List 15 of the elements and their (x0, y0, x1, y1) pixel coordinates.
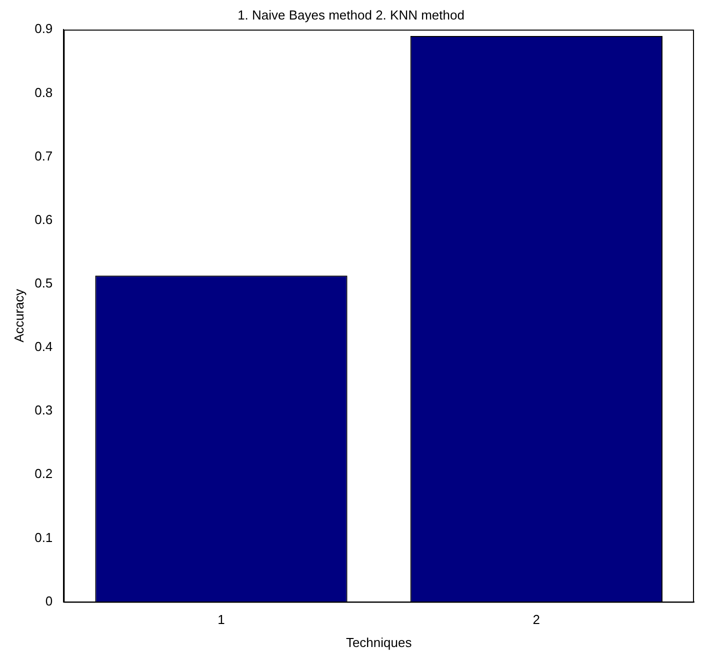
y-tick-label: 0.2 (34, 466, 53, 482)
y-tick-label: 0.5 (34, 275, 53, 290)
y-tick-label: 0 (45, 593, 53, 608)
y-axis-title: Accuracy (11, 288, 26, 342)
y-tick-label: 0.9 (34, 21, 53, 36)
y-tick-label: 0.8 (34, 84, 53, 100)
y-tick-label: 0.4 (34, 339, 53, 354)
chart-title: 1. Naive Bayes method 2. KNN method (238, 7, 464, 22)
x-axis-title: Techniques (346, 634, 412, 650)
x-tick-label: 1 (218, 612, 225, 628)
y-tick-label: 0.6 (34, 212, 53, 227)
y-tick-label: 0.7 (34, 148, 53, 164)
y-tick-label: 0.1 (34, 530, 53, 545)
y-tick-label: 0.3 (34, 402, 53, 418)
x-tick-label: 2 (532, 612, 540, 628)
